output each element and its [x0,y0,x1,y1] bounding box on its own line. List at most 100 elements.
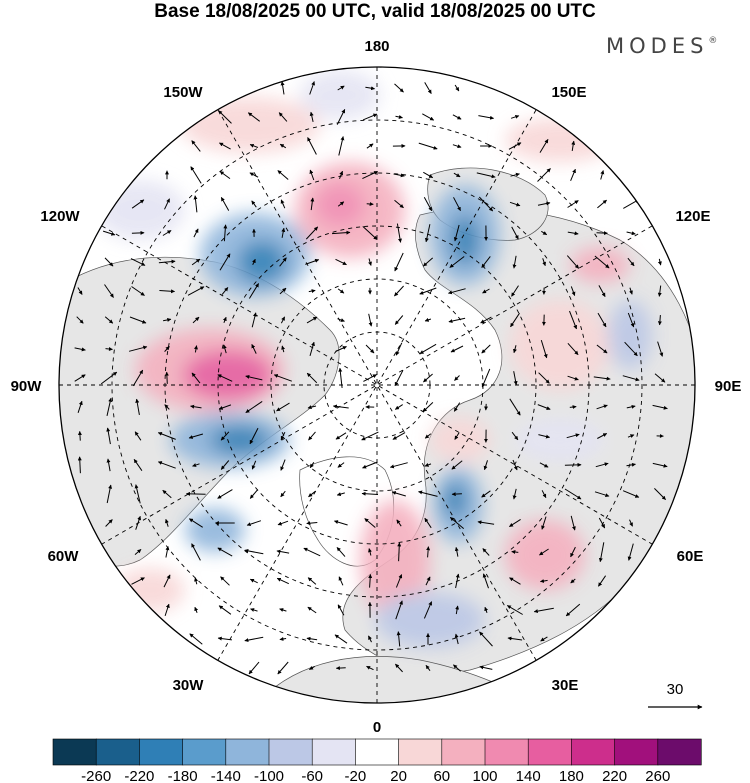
wind-vector [192,463,200,467]
map-title: Base 18/08/2025 00 UTC, valid 18/08/2025… [154,1,596,22]
wind-vector [596,404,608,410]
wind-vector [157,461,176,469]
wind-vector [157,432,176,440]
colorbar-swatch [311,738,357,766]
wind-vector [392,432,406,440]
wind-vector [106,458,111,472]
wind-vector [424,224,431,243]
wind-vector [134,549,142,555]
wind-vector [280,459,286,471]
wind-vector [280,316,286,324]
wind-vector [451,460,463,470]
colorbar: -260 -220 -180 -140 -100 -60 -20 20 60 100 140 180 2… [52,738,702,783]
colorbar-label: -20 [345,768,367,783]
wind-vector [419,287,437,295]
graticule [59,67,695,703]
wind-vector [248,283,260,299]
wind-vector [306,636,318,641]
wind-vector [481,344,491,354]
wind-vector [335,432,347,440]
wind-vector [191,372,201,384]
wind-vector [338,136,345,156]
wind-vector [247,112,261,122]
wind-vector [77,456,82,474]
wind-vector [337,604,345,616]
wind-vector [339,170,344,179]
wind-vector [217,489,233,499]
wind-vector [596,344,608,354]
wind-vector [277,520,289,526]
wind-vector [598,542,605,563]
wind-vector [422,113,435,121]
brand-registered-mark: ® [708,36,718,46]
wind-vector [569,405,577,410]
wind-vector [397,542,402,562]
wind-vector [451,492,462,497]
wind-vector [567,231,579,236]
wind-vector [279,257,287,267]
wind-vector [396,519,402,527]
colorbar-label: -180 [168,768,198,783]
wind-vector [598,517,606,529]
wind-vector [361,491,379,496]
wind-vector [305,226,319,240]
wind-vector [279,608,287,612]
wind-vector [164,371,169,384]
colorbar-swatch [268,738,313,766]
wind-vector [248,661,260,675]
lon-label-60e: 60E [677,548,704,565]
wind-vector [219,253,231,271]
wind-vector [104,316,114,324]
wind-vector [77,431,82,441]
wind-vector [569,310,578,330]
wind-vector [276,577,290,585]
wind-vector [453,224,460,242]
wind-vector [425,576,431,586]
colorbar-label: -260 [81,768,111,783]
wind-vector [188,518,203,528]
wind-vector [654,488,666,500]
wind-vector [220,197,230,211]
wind-vector [448,288,466,295]
wind-vector [74,374,86,382]
wind-vector [368,548,372,556]
colorbar-swatch [398,738,443,766]
wind-vector [366,201,374,206]
wind-vector [652,462,668,468]
wind-vector [220,460,230,470]
colorbar-swatch [527,738,573,766]
wind-vector [511,431,519,441]
wind-vector [245,400,263,414]
map-boundary [58,66,696,704]
wind-vector [303,547,321,557]
wind-vector [539,462,549,468]
wind-vector [481,256,491,268]
wind-vector [510,172,520,177]
wind-vector [279,143,287,149]
lon-label-60w: 60W [48,548,80,565]
wind-vector [251,258,256,266]
lon-label-90w: 90W [11,378,43,395]
wind-vector [249,427,259,445]
wind-vector [331,230,351,235]
wind-vector [423,601,433,619]
wind-vector [626,404,636,409]
wind-vector [131,286,145,296]
wind-vector [567,200,579,208]
wind-vector [454,84,460,92]
wind-vector [307,577,317,585]
wind-vector [484,606,489,613]
colorbar-swatch [139,738,184,766]
wind-vector [134,431,142,441]
wind-vector [394,252,404,272]
wind-vector [244,636,264,643]
wind-vector [448,317,466,323]
wind-vector [629,519,633,527]
wind-vector [249,489,259,499]
wind-vectors [74,81,668,675]
colorbar-label: -220 [124,768,154,783]
wind-vector [361,431,379,441]
wind-vector [657,315,662,326]
wind-vector [164,198,170,210]
